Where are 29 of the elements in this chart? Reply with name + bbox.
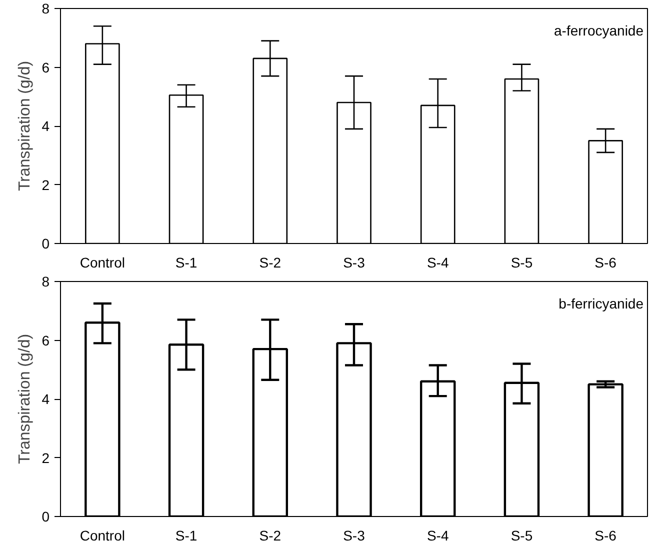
y-tick-label: 4 [42,118,50,134]
annotation: b-ferricyanide [558,296,644,312]
y-tick-label: 8 [42,0,50,16]
y-axis-title: Transpiration (g/d) [16,60,34,192]
y-tick-label: 8 [42,274,50,290]
x-tick-label: Control [80,254,126,270]
y-tick-label: 2 [42,450,50,466]
y-tick-label: 4 [42,391,50,407]
annotation: a-ferrocyanide [554,22,644,38]
x-tick-label: S-2 [259,528,282,544]
y-axis-title: Transpiration (g/d) [16,334,34,464]
x-tick-label: S-5 [510,254,533,270]
x-tick-label: Control [80,528,126,544]
x-tick-label: S-4 [426,254,449,270]
x-tick-label: S-6 [594,528,617,544]
x-tick-label: S-6 [594,254,617,270]
bar [588,383,624,516]
y-tick-label: 0 [42,508,50,524]
y-tick-label: 6 [42,59,50,76]
x-tick-label: S-3 [343,254,366,270]
y-tick-label: 0 [42,236,50,252]
x-tick-label: S-1 [175,528,198,544]
y-tick-label: 6 [42,332,50,348]
x-tick-label: S-5 [510,528,533,544]
x-tick-label: S-1 [175,254,198,270]
x-tick-label: S-2 [259,254,282,270]
x-tick-label: S-3 [343,528,366,544]
y-tick-label: 2 [42,176,50,193]
x-tick-label: S-4 [426,528,449,544]
